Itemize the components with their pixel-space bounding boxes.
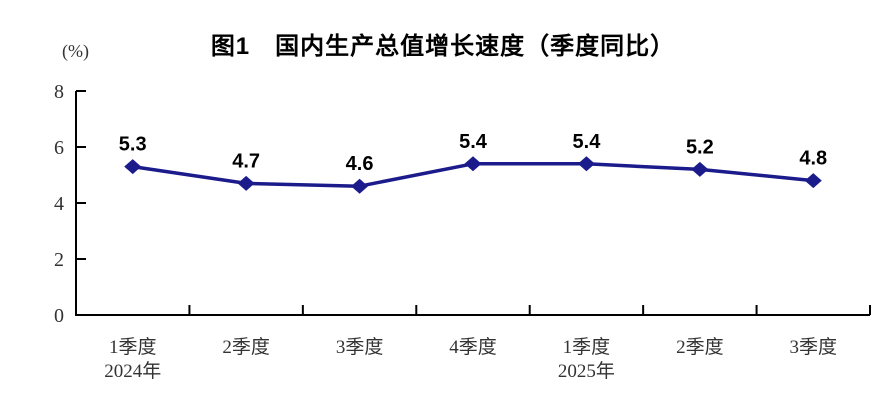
data-point-marker — [237, 175, 255, 191]
data-point-marker — [804, 173, 822, 189]
data-point-marker — [124, 159, 142, 175]
y-tick-label: 2 — [54, 249, 64, 271]
x-category-label: 2025年 — [558, 360, 615, 382]
y-tick-label: 4 — [54, 193, 64, 215]
data-point-label: 5.2 — [686, 136, 714, 158]
x-category-label: 3季度 — [336, 336, 384, 358]
data-point-label: 4.7 — [232, 150, 260, 172]
x-category-label: 1季度 — [109, 336, 157, 358]
data-point-label: 5.4 — [573, 131, 602, 153]
y-tick-label: 0 — [54, 305, 64, 327]
x-category-label: 4季度 — [449, 336, 497, 358]
y-tick-label: 8 — [54, 81, 64, 103]
chart-title: 图1 国内生产总值增长速度（季度同比） — [210, 33, 676, 60]
data-point-label: 5.4 — [459, 131, 488, 153]
x-category-label: 2024年 — [104, 360, 161, 382]
x-category-label: 2季度 — [222, 336, 270, 358]
x-category-label: 1季度 — [563, 336, 611, 358]
y-axis-unit-label: (%) — [62, 41, 89, 61]
y-tick-label: 6 — [54, 137, 64, 159]
data-point-marker — [691, 161, 709, 177]
data-point-label: 5.3 — [119, 134, 147, 156]
data-point-marker — [351, 178, 369, 194]
x-category-label: 3季度 — [790, 336, 838, 358]
data-point-label: 4.6 — [346, 153, 374, 175]
data-point-marker — [577, 156, 595, 172]
data-point-label: 4.8 — [799, 148, 827, 170]
x-category-label: 2季度 — [676, 336, 724, 358]
data-point-marker — [464, 156, 482, 172]
